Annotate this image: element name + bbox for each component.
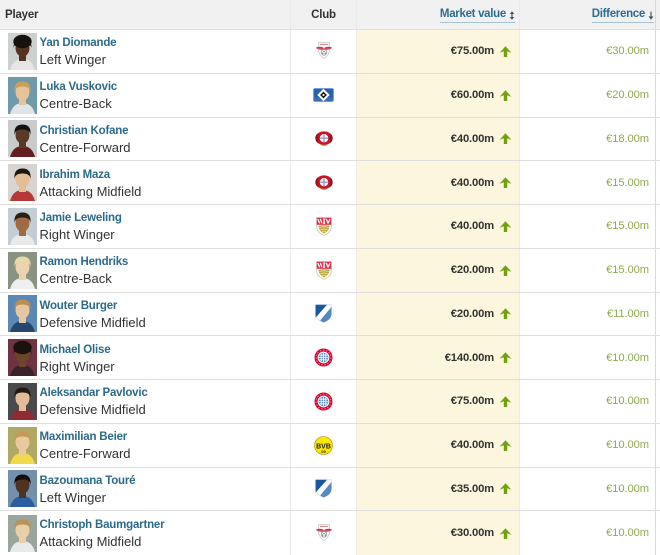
svg-text:09: 09 (321, 449, 326, 454)
svg-text:BVB: BVB (316, 443, 331, 450)
